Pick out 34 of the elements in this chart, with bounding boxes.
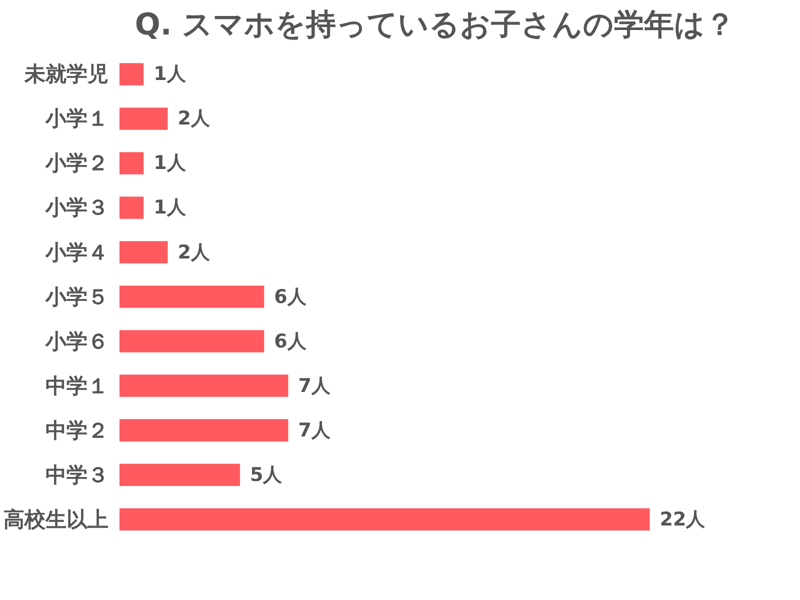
y-tick-label: 小学６ — [44, 329, 108, 354]
bar — [120, 419, 288, 442]
chart-title: Q. スマホを持っているお子さんの学年は？ — [134, 8, 736, 42]
bar — [120, 330, 264, 352]
bar — [120, 152, 144, 174]
data-label: 1人 — [154, 152, 187, 174]
y-tick-label: 小学４ — [44, 240, 108, 264]
y-tick-label: 未就学児 — [24, 62, 108, 86]
data-label: 2人 — [178, 108, 211, 130]
data-label: 5人 — [250, 464, 284, 486]
data-label: 7人 — [298, 374, 332, 397]
bar — [120, 374, 288, 397]
data-label: 1人 — [154, 196, 187, 219]
data-label: 6人 — [274, 330, 308, 352]
y-tick-label: 中学１ — [46, 374, 108, 398]
bar — [120, 63, 144, 86]
y-tick-label: 小学３ — [44, 196, 108, 220]
bar — [120, 241, 168, 264]
data-label: 7人 — [298, 419, 332, 442]
data-label: 6人 — [274, 286, 308, 308]
bar — [120, 196, 144, 219]
bar — [120, 508, 650, 530]
y-tick-label: 小学１ — [44, 106, 108, 131]
data-label: 1人 — [154, 63, 187, 86]
data-label: 22人 — [660, 508, 706, 530]
bar — [120, 464, 240, 486]
y-tick-label: 小学５ — [44, 284, 108, 309]
y-tick-label: 中学２ — [46, 418, 108, 442]
bar — [120, 108, 168, 130]
y-tick-label: 高校生以上 — [4, 507, 108, 532]
y-tick-label: 中学３ — [46, 462, 108, 487]
y-tick-label: 小学２ — [44, 151, 108, 176]
data-label: 2人 — [178, 241, 211, 264]
bar — [120, 286, 264, 308]
